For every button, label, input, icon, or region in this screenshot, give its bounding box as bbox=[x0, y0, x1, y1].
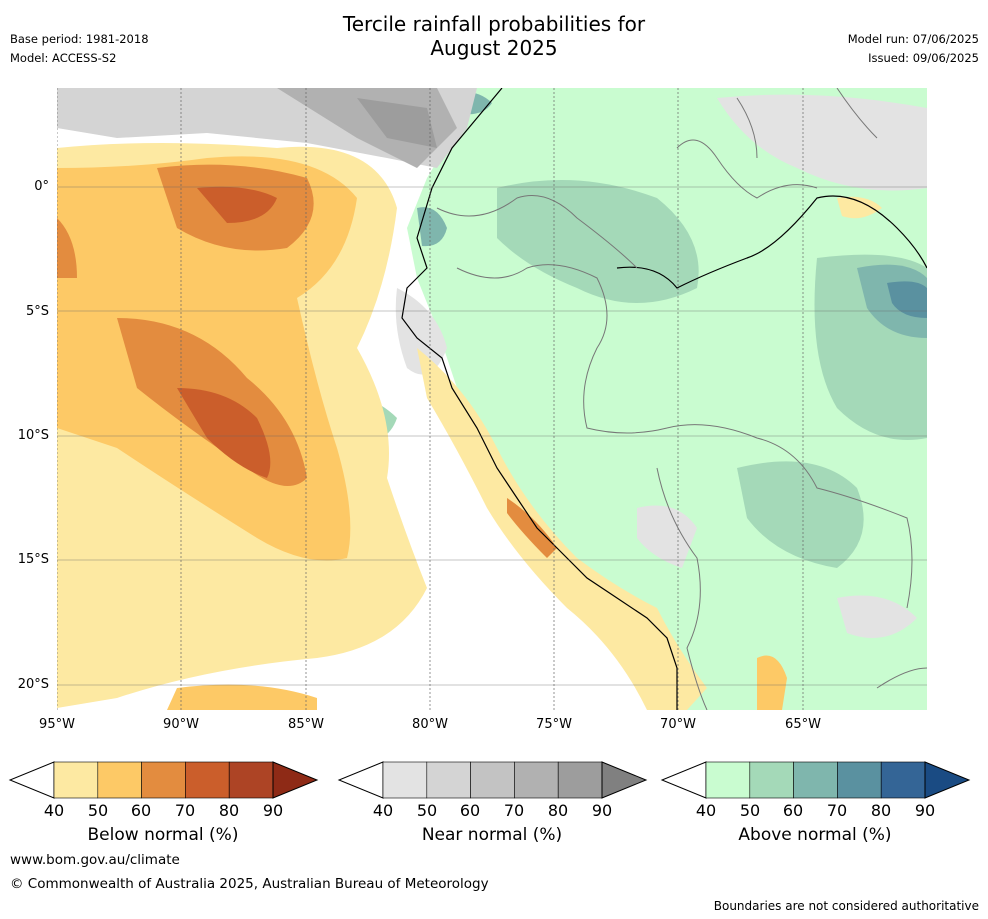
below-tick-50: 50 bbox=[87, 801, 109, 820]
disclaimer-text: Boundaries are not considered authoritat… bbox=[713, 899, 979, 913]
colorbar-near-normal bbox=[337, 761, 648, 799]
above-tick-40: 40 bbox=[695, 801, 717, 820]
meta-left: Base period: 1981-2018 Model: ACCESS-S2 bbox=[10, 30, 149, 68]
above-tick-70: 70 bbox=[826, 801, 848, 820]
gridlines bbox=[57, 88, 927, 710]
near-tick-40: 40 bbox=[372, 801, 394, 820]
colorbar-above-normal bbox=[660, 761, 971, 799]
coastline bbox=[401, 88, 927, 710]
lat-tick-5s: 5°S bbox=[25, 304, 49, 319]
chart-title: Tercile rainfall probabilities for Augus… bbox=[0, 12, 988, 60]
near-tick-70: 70 bbox=[503, 801, 525, 820]
bom-url-link[interactable]: www.bom.gov.au/climate bbox=[10, 852, 180, 868]
model-run: Model run: 07/06/2025 bbox=[847, 32, 979, 46]
lon-tick-95w: 95°W bbox=[39, 717, 75, 732]
issued-date: Issued: 09/06/2025 bbox=[868, 51, 979, 65]
below-normal-label: Below normal (%) bbox=[87, 825, 239, 845]
below-tick-70: 70 bbox=[174, 801, 196, 820]
colorbars bbox=[8, 761, 971, 799]
below-tick-40: 40 bbox=[43, 801, 65, 820]
lon-tick-75w: 75°W bbox=[536, 717, 572, 732]
probability-map bbox=[57, 88, 927, 710]
lon-tick-85w: 85°W bbox=[288, 717, 324, 732]
near-normal-label: Near normal (%) bbox=[421, 825, 563, 845]
meta-right: Model run: 07/06/2025 Issued: 09/06/2025 bbox=[848, 30, 979, 68]
title-line-1: Tercile rainfall probabilities for bbox=[342, 12, 646, 36]
lat-tick-20s: 20°S bbox=[17, 677, 49, 692]
lat-tick-15s: 15°S bbox=[17, 552, 49, 567]
lat-tick-0: 0° bbox=[34, 179, 49, 194]
base-period: Base period: 1981-2018 bbox=[10, 32, 149, 46]
lat-tick-10s: 10°S bbox=[17, 428, 49, 443]
near-tick-60: 60 bbox=[459, 801, 481, 820]
lon-tick-70w: 70°W bbox=[660, 717, 696, 732]
below-tick-90: 90 bbox=[262, 801, 284, 820]
colorbar-below-normal bbox=[8, 761, 319, 799]
model-name: Model: ACCESS-S2 bbox=[10, 51, 117, 65]
title-line-2: August 2025 bbox=[430, 36, 558, 60]
near-tick-80: 80 bbox=[547, 801, 569, 820]
above-tick-80: 80 bbox=[870, 801, 892, 820]
above-tick-60: 60 bbox=[782, 801, 804, 820]
lon-tick-90w: 90°W bbox=[163, 717, 199, 732]
below-tick-80: 80 bbox=[218, 801, 240, 820]
lon-tick-80w: 80°W bbox=[412, 717, 448, 732]
below-normal-shading bbox=[57, 143, 882, 710]
above-normal-label: Above normal (%) bbox=[738, 825, 892, 845]
near-tick-50: 50 bbox=[416, 801, 438, 820]
below-tick-60: 60 bbox=[130, 801, 152, 820]
above-tick-90: 90 bbox=[914, 801, 936, 820]
near-tick-90: 90 bbox=[591, 801, 613, 820]
country-borders bbox=[436, 88, 927, 710]
copyright-text: © Commonwealth of Australia 2025, Austra… bbox=[10, 876, 489, 892]
near-normal-shading bbox=[57, 88, 927, 638]
lon-tick-65w: 65°W bbox=[785, 717, 821, 732]
above-tick-50: 50 bbox=[739, 801, 761, 820]
